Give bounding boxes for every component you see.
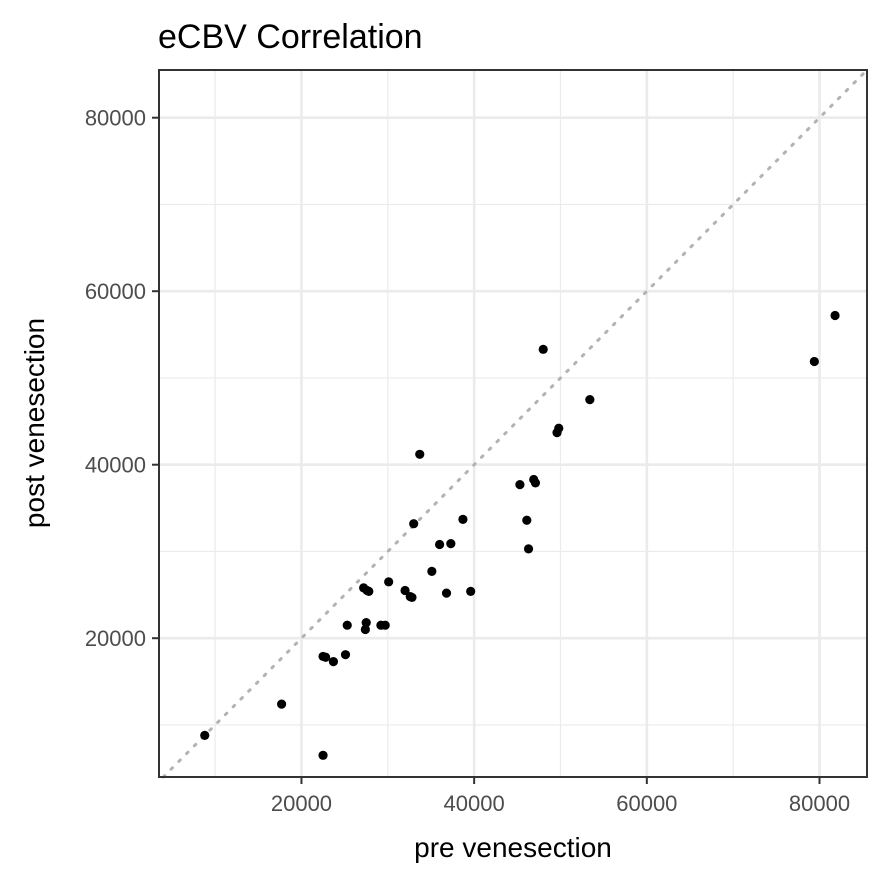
data-point: [523, 544, 534, 554]
data-point: [809, 356, 819, 367]
data-point: [318, 750, 328, 760]
y-tick-label: 80000: [85, 106, 146, 131]
x-tick-label: 60000: [616, 791, 677, 816]
data-point: [830, 310, 840, 321]
plot-border: [158, 69, 868, 778]
plot-background: [159, 70, 867, 777]
data-point: [522, 515, 532, 525]
y-tick-label: 60000: [85, 279, 146, 304]
y-tick-label: 40000: [85, 453, 146, 478]
data-point: [360, 624, 370, 635]
data-point: [415, 449, 425, 459]
data-point: [409, 519, 419, 529]
data-point: [361, 617, 371, 628]
data-point: [466, 586, 476, 596]
x-axis-label: pre venesection: [414, 832, 612, 863]
data-point: [407, 592, 417, 603]
x-tick-label: 40000: [444, 791, 505, 816]
axis-layer: 20000 40000 60000 80000 20000 40000 60000 80000: [85, 106, 850, 816]
data-point: [446, 539, 456, 549]
data-point: [380, 620, 390, 630]
y-tick-label: 20000: [85, 626, 146, 651]
data-point: [340, 650, 351, 660]
data-point: [515, 480, 525, 490]
data-point: [458, 514, 468, 524]
data-point: [585, 395, 595, 405]
x-tick-label: 20000: [271, 791, 332, 816]
data-point: [277, 699, 287, 709]
grid-layer: [159, 70, 867, 777]
x-tick-label: 80000: [789, 791, 850, 816]
data-point: [441, 588, 452, 598]
data-point: [538, 344, 548, 354]
chart-title: eCBV Correlation: [158, 18, 423, 56]
identity-reference-line: [161, 68, 869, 779]
data-point: [364, 586, 374, 596]
data-point: [554, 423, 564, 433]
data-point: [342, 620, 352, 630]
data-point: [328, 657, 339, 667]
data-point: [200, 730, 210, 740]
reference-layer: [161, 68, 869, 779]
data-point: [384, 577, 394, 587]
data-point: [321, 652, 331, 662]
y-axis-label: post venesection: [19, 318, 50, 528]
data-point: [530, 478, 541, 488]
points-layer: [200, 310, 840, 760]
data-point: [435, 539, 445, 550]
data-point: [427, 566, 437, 577]
data-point: [400, 585, 410, 596]
